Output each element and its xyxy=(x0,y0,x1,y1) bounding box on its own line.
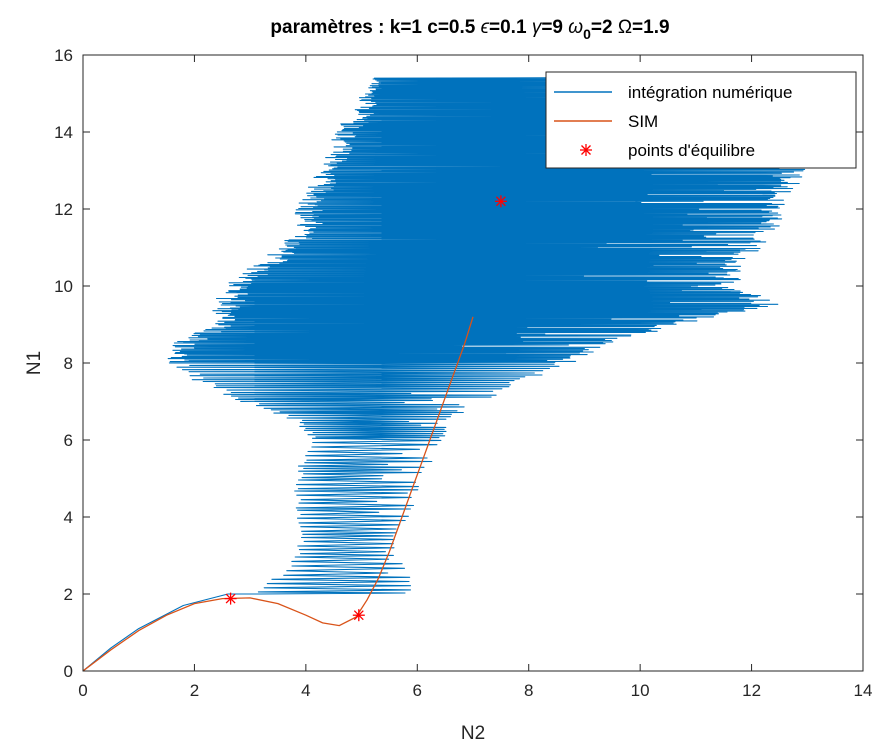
y-axis-label: N1 xyxy=(24,351,45,375)
title-gamma-symbol: γ xyxy=(532,17,543,38)
y-tick-label: 16 xyxy=(54,46,73,65)
title-omega0-symbol: ω xyxy=(568,17,583,38)
y-tick-label: 0 xyxy=(64,662,73,681)
title-epsilon-value: =0.1 xyxy=(489,17,532,38)
x-axis-label: N2 xyxy=(461,723,485,744)
x-tick-label: 8 xyxy=(524,681,533,700)
title-Omega-value: =1.9 xyxy=(632,17,670,38)
legend-label-sim: SIM xyxy=(628,112,658,131)
title-omega0-subscript: 0 xyxy=(583,26,591,42)
x-tick-label: 12 xyxy=(742,681,761,700)
chart-title: paramètres : k=1 c=0.5 ϵ=0.1 γ=9 ω0=2 Ω=… xyxy=(270,17,669,42)
x-tick-label: 2 xyxy=(190,681,199,700)
equilibrium-point xyxy=(224,592,237,605)
x-axis-ticks: 0 2 4 6 8 10 12 14 xyxy=(78,55,872,700)
y-tick-label: 14 xyxy=(54,123,73,142)
y-tick-label: 10 xyxy=(54,277,73,296)
x-tick-label: 0 xyxy=(78,681,87,700)
title-gamma-value: =9 xyxy=(541,17,568,38)
equilibrium-point xyxy=(494,195,507,208)
series-integration-line xyxy=(83,77,843,671)
y-tick-label: 12 xyxy=(54,200,73,219)
x-tick-label: 14 xyxy=(854,681,873,700)
title-prefix: paramètres : k=1 c=0.5 xyxy=(270,17,480,38)
x-tick-label: 4 xyxy=(301,681,310,700)
series-layer xyxy=(83,77,843,671)
legend-swatch-equilibrium xyxy=(580,144,592,156)
y-tick-label: 8 xyxy=(64,354,73,373)
title-epsilon-symbol: ϵ xyxy=(481,17,490,38)
legend-label-integration: intégration numérique xyxy=(628,83,792,102)
y-tick-label: 4 xyxy=(64,508,73,527)
x-tick-label: 6 xyxy=(413,681,422,700)
legend: intégration numérique SIM points d'équil… xyxy=(545,71,857,169)
y-tick-label: 6 xyxy=(64,431,73,450)
x-tick-label: 10 xyxy=(631,681,650,700)
legend-label-equilibrium: points d'équilibre xyxy=(628,141,755,160)
y-axis-ticks: 0 2 4 6 8 10 12 14 16 xyxy=(54,46,863,681)
legend-box xyxy=(545,71,857,169)
title-omega0-value: =2 xyxy=(591,17,618,38)
y-tick-label: 2 xyxy=(64,585,73,604)
equilibrium-point xyxy=(352,609,365,622)
title-Omega-symbol: Ω xyxy=(618,17,632,38)
